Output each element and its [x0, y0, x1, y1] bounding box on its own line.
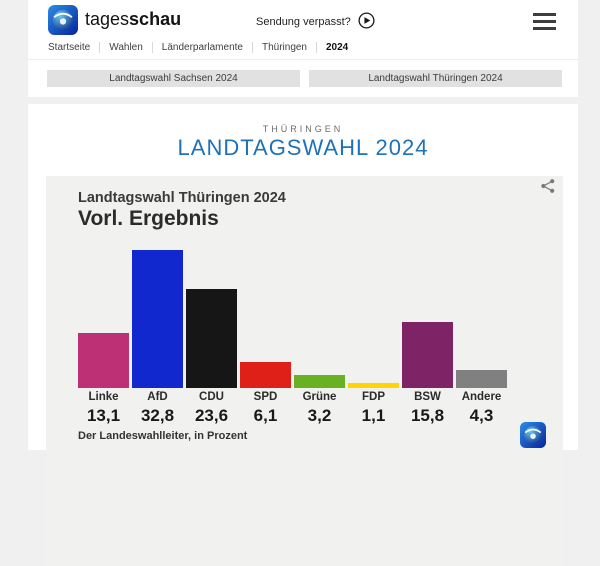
bar-label: AfD	[147, 391, 168, 403]
tagesschau-logo[interactable]	[48, 5, 78, 35]
menu-bar	[533, 27, 556, 30]
bar-grüne	[294, 375, 345, 388]
bar-afd	[132, 250, 183, 388]
site-header: tagesschau Sendung verpasst? Startseite …	[28, 0, 578, 97]
hamburger-menu-icon[interactable]	[533, 13, 556, 34]
bar-value: 6,1	[253, 406, 278, 425]
chart-title: Landtagswahl Thüringen 2024	[78, 190, 286, 206]
breadcrumb-item-wahlen[interactable]: Wahlen	[99, 42, 143, 53]
breadcrumb-item-startseite[interactable]: Startseite	[48, 42, 91, 53]
breadcrumb: Startseite Wahlen Länderparlamente Thüri…	[48, 42, 348, 53]
brand-wordmark[interactable]: tagesschau	[85, 9, 181, 30]
bar-labels: Linke AfD CDU SPD Grüne FDP BSW Andere	[78, 391, 507, 403]
breadcrumb-item-thueringen[interactable]: Thüringen	[251, 42, 307, 53]
bar-value: 13,1	[86, 406, 121, 425]
menu-bar	[533, 13, 556, 16]
chart-source: Der Landeswahlleiter, in Prozent	[78, 430, 248, 442]
bar-linke	[78, 333, 129, 388]
bar-label: Grüne	[302, 391, 337, 403]
bar-value: 3,2	[307, 406, 332, 425]
play-icon[interactable]	[358, 12, 375, 32]
tab-landtagswahl-thueringen[interactable]: Landtagswahl Thüringen 2024	[309, 70, 562, 87]
election-tabs: Landtagswahl Sachsen 2024 Landtagswahl T…	[47, 70, 562, 87]
bar-label: Linke	[88, 391, 119, 403]
bar-label: BSW	[414, 391, 441, 403]
bar-value: 15,8	[410, 406, 445, 425]
bar-values: 13,1 32,8 23,6 6,1 3,2 1,1 15,8 4,3	[78, 406, 507, 426]
bar-label: Andere	[461, 391, 502, 403]
bar-fdp	[348, 383, 399, 388]
bar-andere	[456, 370, 507, 388]
bar-value: 23,6	[194, 406, 229, 425]
page-kicker: THÜRINGEN	[262, 124, 344, 134]
bar-label: CDU	[199, 391, 224, 403]
tab-landtagswahl-sachsen[interactable]: Landtagswahl Sachsen 2024	[47, 70, 300, 87]
tagesschau-watermark-logo	[520, 422, 546, 448]
chart-subtitle: Vorl. Ergebnis	[78, 207, 219, 230]
bar-value: 32,8	[140, 406, 175, 425]
breadcrumb-item-laenderparlamente[interactable]: Länderparlamente	[151, 42, 243, 53]
main-content: THÜRINGEN LANDTAGSWAHL 2024 Landtagswahl…	[28, 104, 578, 566]
bar-label: SPD	[253, 391, 278, 403]
header-divider	[28, 59, 578, 60]
bar-label: FDP	[362, 391, 385, 403]
bar-value: 1,1	[361, 406, 386, 425]
breadcrumb-item-2024[interactable]: 2024	[316, 42, 348, 53]
bar-track	[78, 250, 507, 388]
watch-missed-link[interactable]: Sendung verpasst?	[256, 12, 375, 32]
results-chart: Landtagswahl Thüringen 2024 Vorl. Ergebn…	[46, 176, 563, 566]
page-title: LANDTAGSWAHL 2024	[177, 135, 429, 160]
bar-bsw	[402, 322, 453, 388]
brand-regular: tages	[85, 9, 130, 29]
share-icon[interactable]	[540, 178, 556, 194]
bar-spd	[240, 362, 291, 388]
bar-value: 4,3	[469, 406, 494, 425]
watch-missed-label: Sendung verpasst?	[256, 16, 351, 28]
menu-bar	[533, 20, 556, 23]
bar-cdu	[186, 289, 237, 388]
brand-bold: schau	[129, 9, 182, 29]
